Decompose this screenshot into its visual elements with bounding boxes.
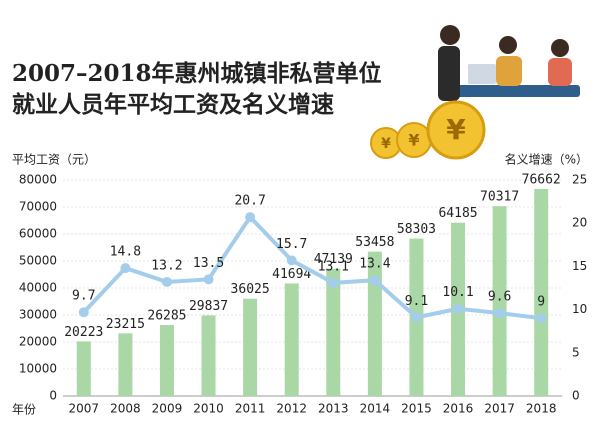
y-axis-label: 平均工资（元）	[12, 153, 96, 167]
x-tick-label: 2009	[152, 402, 183, 416]
y2-tick-label: 25	[572, 173, 587, 187]
line-value-label: 13.5	[193, 256, 224, 271]
y-tick-label: 40000	[19, 281, 57, 295]
bar	[159, 325, 174, 396]
y-tick-label: 0	[49, 389, 57, 403]
x-tick-label: 2010	[193, 402, 224, 416]
line-marker	[328, 277, 339, 288]
x-tick-label: 2012	[276, 402, 307, 416]
bar	[367, 251, 382, 396]
bar	[243, 298, 258, 396]
bar	[284, 283, 299, 396]
line-marker	[203, 274, 214, 285]
y-tick-label: 20000	[19, 335, 57, 349]
svg-text:¥: ¥	[446, 113, 466, 146]
line-value-label: 9	[537, 295, 545, 310]
x-tick-label: 2015	[401, 402, 432, 416]
y-tick-label: 10000	[19, 362, 57, 376]
y-tick-label: 30000	[19, 308, 57, 322]
line-value-label: 13.4	[359, 257, 390, 272]
bar-value-label: 20223	[64, 325, 103, 340]
bar	[201, 315, 216, 396]
x-tick-label: 2017	[484, 402, 515, 416]
y2-tick-label: 10	[572, 302, 587, 316]
illustration: ¥ ¥ ¥	[370, 25, 580, 160]
y2-tick-label: 5	[572, 345, 580, 359]
bar-value-label: 53458	[355, 235, 394, 250]
x-axis-label: 年份	[12, 403, 36, 417]
y2-tick-label: 20	[572, 216, 587, 230]
line-value-label: 20.7	[234, 194, 265, 209]
y2-axis-label: 名义增速（%）	[505, 152, 588, 167]
y2-tick-label: 0	[572, 389, 580, 403]
svg-text:¥: ¥	[381, 136, 391, 152]
line-marker	[120, 263, 131, 274]
line-marker	[494, 308, 505, 319]
bar-value-label: 58303	[397, 222, 436, 237]
svg-text:¥: ¥	[408, 131, 419, 150]
bar	[492, 206, 507, 396]
bar-value-label: 70317	[480, 190, 519, 205]
bar-value-label: 76662	[522, 173, 561, 188]
line-value-label: 14.8	[110, 245, 141, 260]
line-value-label: 9.7	[72, 289, 95, 304]
bar	[76, 341, 91, 396]
bar-value-label: 41694	[272, 267, 311, 282]
line-value-label: 10.1	[442, 285, 473, 300]
bar-value-label: 29837	[189, 299, 228, 314]
bar	[118, 333, 133, 396]
bar	[326, 268, 341, 396]
line-marker	[78, 307, 89, 318]
line-marker	[245, 212, 256, 223]
bar-value-label: 36025	[231, 282, 270, 297]
line-marker	[411, 312, 422, 323]
line-value-label: 9.6	[488, 290, 511, 305]
line-marker	[536, 313, 547, 324]
x-tick-label: 2014	[360, 402, 391, 416]
y2-tick-label: 15	[572, 259, 587, 273]
x-tick-label: 2018	[526, 402, 557, 416]
x-tick-label: 2011	[235, 402, 266, 416]
y-tick-label: 80000	[19, 173, 57, 187]
line	[82, 213, 542, 321]
line-marker	[161, 276, 172, 287]
x-tick-label: 2016	[443, 402, 474, 416]
bar-value-label: 23215	[106, 317, 145, 332]
y-tick-label: 70000	[19, 200, 57, 214]
y-tick-label: 50000	[19, 254, 57, 268]
line-marker	[369, 275, 380, 286]
line-marker	[453, 303, 464, 314]
x-tick-label: 2007	[69, 402, 100, 416]
line-value-label: 13.1	[318, 259, 349, 274]
bar-value-label: 47139	[314, 252, 353, 267]
chart-title: 2007–2018年惠州城镇非私营单位	[12, 60, 382, 87]
line-value-label: 15.7	[276, 237, 307, 252]
line-value-label: 13.2	[151, 258, 182, 273]
bar	[534, 189, 549, 396]
chart-title: 就业人员年平均工资及名义增速	[12, 91, 334, 118]
line-value-label: 9.1	[405, 294, 428, 309]
x-tick-label: 2008	[110, 402, 141, 416]
line-marker	[286, 255, 297, 266]
bar-value-label: 64185	[438, 206, 477, 221]
bar-value-label: 26285	[147, 309, 186, 324]
y-tick-label: 60000	[19, 227, 57, 241]
x-tick-label: 2013	[318, 402, 349, 416]
